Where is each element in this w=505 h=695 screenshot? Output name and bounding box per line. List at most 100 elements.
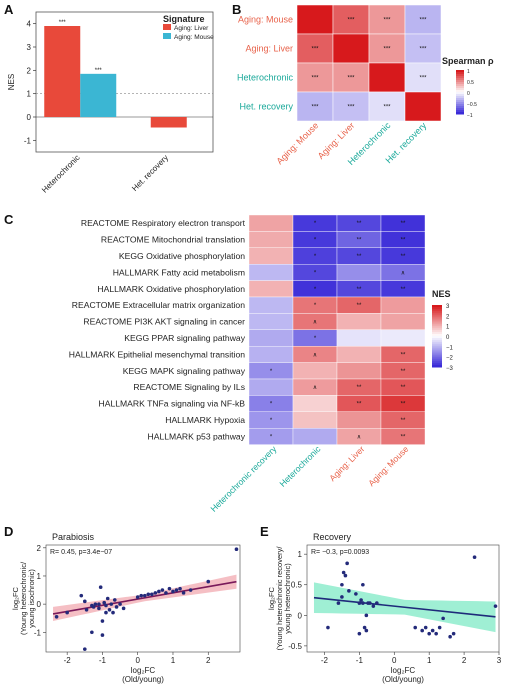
x-tick-label: 1 xyxy=(171,656,176,665)
data-point xyxy=(79,593,84,598)
colorbar-tick: −2 xyxy=(446,356,454,362)
colorbar-segment xyxy=(456,96,464,99)
y-tick-label: -1 xyxy=(24,136,32,145)
data-point xyxy=(135,595,140,599)
data-point xyxy=(178,586,182,591)
row-label: HALLMARK Epithelial mesenchymal transiti… xyxy=(69,349,245,359)
legend-label: Aging: Mouse xyxy=(174,34,214,41)
data-point xyxy=(153,591,158,595)
heatmap-cell xyxy=(248,313,294,330)
cell-significance-label: ** xyxy=(401,369,406,375)
cell-significance-label: * xyxy=(270,369,273,375)
colorbar-segment xyxy=(432,333,442,337)
heatmap-cell xyxy=(292,362,338,380)
colorbar-segment xyxy=(456,110,464,113)
cell-significance-label: ** xyxy=(357,402,362,408)
data-point xyxy=(354,592,358,596)
panel-letter-d: D xyxy=(4,524,13,539)
cell-significance-label: ∧ xyxy=(401,270,405,276)
correlation-annotation: R= 0.45, p=3.4e−07 xyxy=(50,549,112,556)
cell-significance-label: ∧ xyxy=(313,385,317,391)
colorbar-segment xyxy=(456,86,464,89)
cell-significance-label: *** xyxy=(311,47,319,53)
row-label: KEGG MAPK signaling pathway xyxy=(123,366,246,376)
heatmap-cell xyxy=(336,346,382,363)
y-tick-label: 4 xyxy=(27,20,32,29)
x-category-label: Heterochronic xyxy=(40,153,82,195)
x-tick-label: -2 xyxy=(321,656,329,665)
data-point xyxy=(174,588,179,592)
heatmap-cell xyxy=(292,411,338,429)
colorbar-tick: 0 xyxy=(446,335,450,341)
colorbar-segment xyxy=(432,340,442,343)
colorbar-segment xyxy=(432,325,442,329)
colorbar-segment xyxy=(432,336,442,339)
cell-significance-label: ** xyxy=(357,287,362,293)
heatmap-cell xyxy=(332,62,370,93)
colorbar-segment xyxy=(432,319,442,323)
cell-significance-label: *** xyxy=(311,76,319,82)
colorbar-segment xyxy=(432,313,442,316)
data-point xyxy=(361,582,365,587)
y-tick-label: -0.5 xyxy=(288,642,302,651)
data-point xyxy=(364,613,369,618)
heatmap-cell xyxy=(380,313,426,330)
cell-significance-label: * xyxy=(314,238,317,244)
x-tick-label: 0 xyxy=(135,656,140,665)
y-tick-label: 2 xyxy=(27,66,32,75)
cell-significance-label: * xyxy=(314,287,317,293)
colorbar-segment xyxy=(456,102,464,105)
colorbar-tick: −1 xyxy=(446,345,454,351)
data-point xyxy=(107,607,112,612)
row-label: HALLMARK Fatty acid metabolism xyxy=(113,267,245,277)
cell-significance-label: ∧ xyxy=(313,320,317,326)
data-point xyxy=(167,586,172,591)
plot-title: Recovery xyxy=(313,532,352,542)
data-point xyxy=(361,601,365,605)
data-point xyxy=(121,606,126,611)
cell-significance-label: *** xyxy=(383,18,391,24)
colorbar-segment xyxy=(432,307,442,310)
colorbar-segment xyxy=(432,362,442,366)
heatmap-cell xyxy=(248,264,294,281)
heatmap-cell xyxy=(368,33,406,64)
cell-significance-label: ** xyxy=(401,221,406,227)
data-point xyxy=(100,619,105,623)
colorbar-tick: −1 xyxy=(467,113,473,119)
colorbar-title: NES xyxy=(432,289,451,299)
heatmap-cell xyxy=(292,428,338,445)
cell-significance-label: ** xyxy=(401,402,406,408)
y-tick-label: 0 xyxy=(37,600,42,609)
cell-significance-label: *** xyxy=(419,76,427,82)
data-point xyxy=(90,630,94,635)
heatmap-cell xyxy=(336,264,382,281)
colorbar-segment xyxy=(456,74,464,77)
colorbar-tick: −0.5 xyxy=(467,102,477,108)
column-label: Aging: Mouse xyxy=(274,120,320,166)
data-point xyxy=(181,591,186,595)
colorbar-segment xyxy=(456,98,464,101)
heatmap-cell xyxy=(248,214,294,232)
cell-significance-label: ** xyxy=(357,238,362,244)
colorbar-tick: 1 xyxy=(446,325,450,331)
colorbar-segment xyxy=(432,358,442,362)
heatmap-cell xyxy=(248,280,294,298)
cell-significance-label: *** xyxy=(311,105,319,111)
heatmap-cell xyxy=(248,378,294,396)
data-point xyxy=(84,607,89,612)
row-label: KEGG Oxidative phosphorylation xyxy=(119,251,245,261)
data-point xyxy=(371,604,376,608)
colorbar-segment xyxy=(432,323,442,327)
data-point xyxy=(362,625,367,630)
row-label: HALLMARK Hypoxia xyxy=(165,415,245,425)
row-label: Aging: Mouse xyxy=(238,15,293,25)
data-point xyxy=(234,547,239,552)
heatmap-cell xyxy=(296,33,334,64)
cell-significance-label: ** xyxy=(357,385,362,391)
data-point xyxy=(430,628,435,633)
y-axis-label: log₂FC xyxy=(267,586,276,610)
colorbar-segment xyxy=(432,305,442,308)
cell-significance-label: ** xyxy=(401,238,406,244)
cell-significance-label: * xyxy=(314,270,317,276)
